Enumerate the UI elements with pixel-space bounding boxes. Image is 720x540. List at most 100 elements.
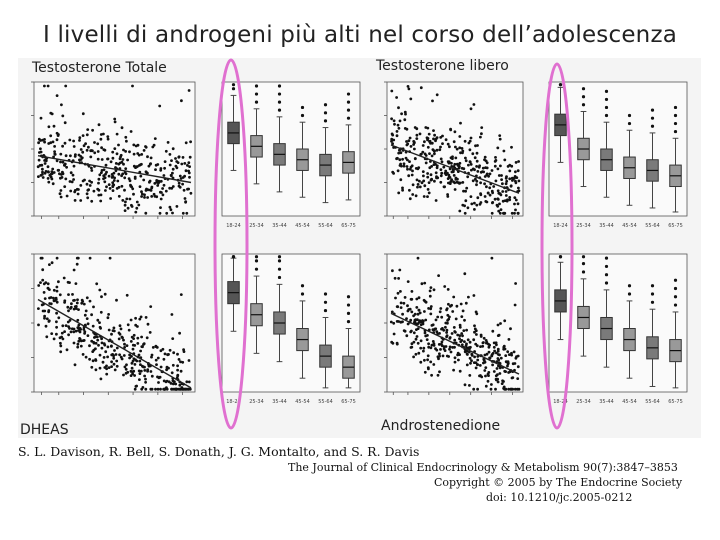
scatter-point [475, 333, 478, 336]
scatter-point [52, 124, 56, 128]
scatter-point [402, 162, 406, 166]
box-category-label: 35-44 [272, 223, 287, 229]
scatter-point [137, 153, 141, 157]
scatter-point [82, 144, 86, 148]
scatter-point [420, 282, 424, 286]
scatter-point [61, 114, 65, 118]
box-outlier [346, 303, 351, 307]
scatter-point [393, 122, 396, 126]
scatter-point [43, 138, 46, 141]
scatter-point [106, 157, 110, 161]
scatter-point [88, 357, 91, 361]
scatter-point [170, 387, 174, 391]
scatter-point [41, 309, 45, 313]
scatter-point [114, 353, 118, 356]
scatter-point [468, 139, 472, 143]
scatter-point [428, 294, 432, 298]
scatter-point [471, 179, 475, 183]
scatter-point [59, 195, 63, 199]
scatter-point [134, 210, 138, 214]
scatter-point [130, 355, 133, 358]
scatter-point [396, 123, 400, 127]
scatter-point [94, 341, 98, 345]
scatter-point [485, 185, 488, 189]
scatter-point [417, 166, 421, 169]
scatter-point [175, 205, 179, 208]
scatter-point [498, 211, 502, 215]
scatter-point [492, 345, 496, 349]
scatter-point [133, 363, 137, 366]
scatter-point [123, 188, 126, 192]
scatter-point [37, 141, 40, 145]
scatter-point [180, 386, 184, 389]
scatter-point [517, 179, 521, 183]
scatter-point [184, 200, 188, 203]
scatter-point [392, 332, 396, 336]
scatter-point [474, 177, 477, 181]
scatter-point [483, 195, 487, 198]
scatter-point [506, 364, 509, 368]
scatter-point [51, 140, 55, 144]
scatter-point [406, 280, 410, 283]
scatter-point [496, 189, 500, 193]
box-outlier [673, 286, 678, 291]
scatter-point [476, 355, 480, 358]
scatter-point [408, 197, 412, 201]
scatter-point [470, 359, 473, 363]
scatter-point [131, 359, 135, 363]
scatter-point [72, 307, 76, 311]
scatter-point [186, 187, 189, 191]
scatter-point [464, 301, 468, 305]
scatter-point [60, 331, 64, 335]
scatter-point [420, 181, 424, 185]
scatter-point [119, 355, 123, 359]
scatter-point [469, 195, 473, 198]
scatter-point [487, 374, 490, 377]
scatter-point [180, 99, 183, 103]
box-outlier [604, 273, 609, 277]
scatter-point [129, 340, 133, 343]
scatter-point [61, 337, 65, 341]
scatter-point [41, 170, 44, 174]
scatter-point [113, 176, 116, 180]
box-outlier [277, 84, 282, 88]
scatter-point [114, 162, 118, 165]
scatter-point [78, 327, 82, 330]
scatter-point [498, 192, 502, 196]
scatter-point [416, 312, 420, 316]
scatter-point [166, 353, 170, 357]
scatter-point [443, 185, 446, 189]
scatter-point [81, 150, 85, 154]
scatter-point [491, 201, 495, 204]
scatter-point [413, 321, 416, 324]
scatter-point [405, 317, 408, 320]
scatter-point [100, 146, 103, 150]
scatter-point [417, 296, 421, 300]
box-outlier [300, 284, 305, 288]
scatter-point [464, 189, 467, 193]
scatter-point [138, 359, 142, 363]
scatter-point [160, 191, 163, 194]
scatter-point [422, 174, 425, 178]
scatter-point [103, 148, 107, 152]
scatter-point [473, 201, 476, 205]
scatter-point [414, 337, 418, 341]
scatter-point [107, 328, 111, 332]
scatter-point [458, 146, 462, 150]
scatter-point [476, 387, 479, 391]
scatter-point [465, 186, 469, 190]
scatter-point [66, 280, 70, 284]
scatter-point [45, 335, 49, 339]
scatter-point [475, 151, 479, 155]
scatter-point [398, 158, 402, 162]
scatter-point [119, 327, 123, 331]
scatter-point [405, 165, 409, 168]
scatter-point [135, 165, 138, 169]
scatter-point [144, 170, 148, 174]
scatter-point [107, 174, 111, 178]
scatter-point [499, 164, 502, 168]
scatter-point [452, 326, 456, 329]
scatter-point [432, 363, 436, 366]
scatter-point [417, 308, 421, 312]
scatter-point [453, 360, 457, 364]
